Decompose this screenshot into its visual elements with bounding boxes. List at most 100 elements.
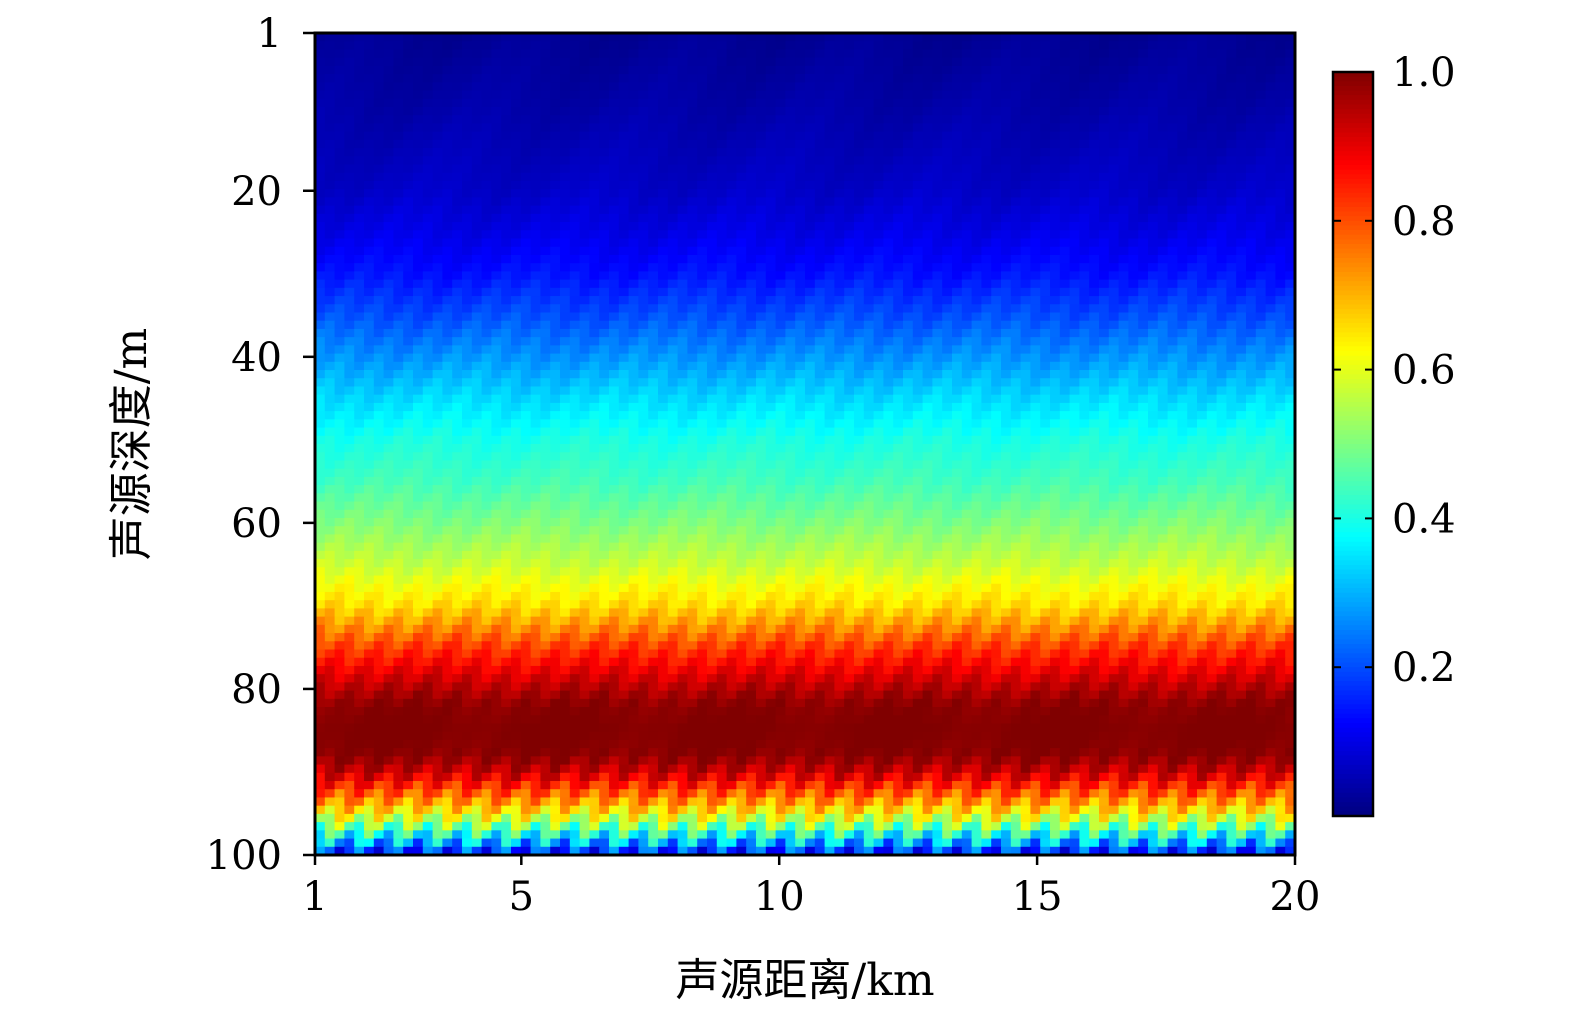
- heatmap-cell: [746, 189, 757, 198]
- heatmap-cell: [540, 148, 551, 157]
- heatmap-cell: [481, 90, 492, 100]
- heatmap-cells: [315, 33, 1295, 855]
- heatmap-cell: [403, 386, 414, 396]
- heatmap-cell: [1285, 411, 1295, 420]
- heatmap-cell: [785, 312, 796, 322]
- heatmap-cell: [599, 115, 610, 125]
- heatmap-cell: [1020, 148, 1031, 157]
- heatmap-cell: [1226, 65, 1237, 75]
- heatmap-cell: [383, 312, 394, 322]
- heatmap-cell: [785, 370, 796, 379]
- heatmap-cell: [707, 180, 718, 190]
- heatmap-cell: [687, 172, 698, 182]
- heatmap-cell: [354, 345, 365, 355]
- heatmap-cell: [354, 287, 365, 297]
- heatmap-cell: [481, 131, 492, 141]
- heatmap-cell: [707, 411, 718, 420]
- heatmap-cell: [1089, 98, 1100, 108]
- heatmap-cell: [1148, 271, 1159, 281]
- heatmap-cell: [324, 213, 336, 223]
- heatmap-cell: [403, 90, 414, 100]
- heatmap-cell: [413, 296, 424, 305]
- heatmap-cell: [922, 74, 933, 83]
- heatmap-cell: [609, 197, 620, 207]
- heatmap-cell: [1167, 320, 1178, 330]
- heatmap-cell: [922, 41, 933, 51]
- heatmap-cell: [1138, 328, 1149, 338]
- heatmap-cell: [814, 222, 826, 231]
- heatmap-cell: [1255, 82, 1267, 92]
- heatmap-cell: [932, 328, 943, 338]
- heatmap-cell: [785, 345, 796, 355]
- heatmap-cell: [491, 123, 502, 133]
- heatmap-cell: [1089, 312, 1100, 322]
- heatmap-cell: [893, 57, 904, 67]
- heatmap-cell: [511, 65, 522, 75]
- heatmap-cell: [1001, 386, 1012, 396]
- heatmap-cell: [893, 427, 904, 437]
- heatmap-cell: [491, 361, 502, 371]
- heatmap-cell: [550, 230, 561, 240]
- heatmap-cell: [373, 189, 385, 198]
- heatmap-cell: [1148, 254, 1159, 264]
- heatmap-cell: [971, 378, 982, 388]
- heatmap-cell: [883, 197, 894, 207]
- heatmap-cell: [530, 238, 541, 248]
- heatmap-cell: [462, 123, 473, 133]
- heatmap-cell: [961, 90, 973, 100]
- heatmap-cell: [1216, 197, 1227, 207]
- heatmap-cell: [413, 279, 424, 289]
- heatmap-cell: [1020, 263, 1031, 272]
- heatmap-cell: [344, 246, 355, 256]
- heatmap-cell: [530, 427, 541, 437]
- heatmap-cell: [1265, 304, 1276, 314]
- heatmap-cell: [1187, 230, 1198, 240]
- heatmap-cell: [716, 304, 728, 314]
- heatmap-cell: [903, 378, 914, 388]
- heatmap-cell: [1177, 328, 1188, 338]
- heatmap-cell: [677, 312, 688, 322]
- heatmap-cell: [756, 189, 767, 198]
- heatmap-cell: [1148, 65, 1159, 75]
- heatmap-cell: [413, 238, 424, 248]
- heatmap-cell: [805, 156, 816, 166]
- heatmap-cell: [952, 328, 963, 338]
- heatmap-cell: [1157, 378, 1169, 388]
- heatmap-cell: [1255, 205, 1267, 215]
- heatmap-cell: [1089, 213, 1100, 223]
- heatmap-cell: [1187, 337, 1198, 346]
- heatmap-cell: [501, 279, 512, 289]
- heatmap-cell: [560, 82, 571, 92]
- heatmap-cell: [824, 271, 835, 281]
- heatmap-cell: [324, 279, 336, 289]
- heatmap-cell: [971, 74, 982, 83]
- heatmap-cell: [1246, 320, 1257, 330]
- heatmap-cell: [854, 254, 865, 264]
- heatmap-cell: [1177, 164, 1188, 174]
- heatmap-cell: [716, 279, 728, 289]
- heatmap-cell: [1157, 49, 1169, 59]
- heatmap-cell: [971, 33, 982, 42]
- heatmap-cell: [893, 82, 904, 92]
- heatmap-cell: [1148, 98, 1159, 108]
- heatmap-cell: [824, 189, 835, 198]
- heatmap-cell: [961, 57, 973, 67]
- heatmap-cell: [520, 411, 532, 420]
- heatmap-cell: [746, 148, 757, 157]
- heatmap-cell: [854, 74, 865, 83]
- heatmap-cell: [952, 41, 963, 51]
- heatmap-cell: [1001, 271, 1012, 281]
- heatmap-cell: [903, 180, 914, 190]
- heatmap-cell: [707, 435, 718, 445]
- heatmap-cell: [1138, 254, 1149, 264]
- heatmap-cell: [1001, 106, 1012, 116]
- heatmap-cell: [795, 106, 806, 116]
- heatmap-cell: [1187, 287, 1198, 297]
- heatmap-cell: [520, 304, 532, 314]
- heatmap-cell: [589, 180, 600, 190]
- heatmap-cell: [1089, 33, 1100, 42]
- heatmap-cell: [648, 287, 659, 297]
- heatmap-cell: [1157, 419, 1169, 429]
- heatmap-cell: [579, 57, 590, 67]
- heatmap-cell: [442, 115, 453, 125]
